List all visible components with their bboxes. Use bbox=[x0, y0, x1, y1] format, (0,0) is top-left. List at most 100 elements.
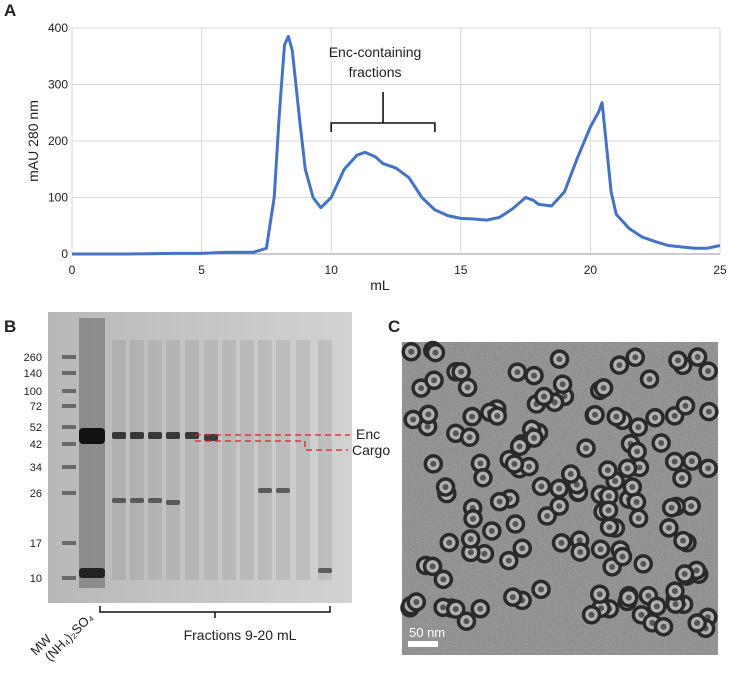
particle-core bbox=[573, 481, 580, 488]
particle-core bbox=[413, 599, 420, 606]
particle-core bbox=[418, 385, 425, 392]
tem-image bbox=[400, 340, 719, 655]
particle-core bbox=[688, 458, 695, 465]
particle-core bbox=[531, 435, 538, 442]
lane-band bbox=[148, 498, 162, 503]
lane-band bbox=[148, 432, 162, 439]
marker-label: 140 bbox=[24, 368, 42, 380]
annotation-bracket bbox=[330, 92, 436, 132]
lane-smear bbox=[240, 340, 254, 580]
band-label: Enc bbox=[356, 426, 380, 442]
particle-core bbox=[613, 413, 620, 420]
lane-band bbox=[79, 428, 105, 444]
ladder-band bbox=[62, 491, 76, 495]
particle-core bbox=[452, 430, 459, 437]
particle-core bbox=[488, 528, 495, 535]
particle-core bbox=[597, 546, 604, 553]
particle-core bbox=[551, 399, 558, 406]
particle-core bbox=[600, 384, 607, 391]
particle-core bbox=[592, 411, 599, 418]
particle-core bbox=[645, 592, 652, 599]
lane-band bbox=[112, 498, 126, 503]
marker-label: 100 bbox=[24, 386, 42, 398]
x-tick-label: 25 bbox=[713, 263, 727, 277]
particle-core bbox=[431, 377, 438, 384]
particle-core bbox=[625, 594, 632, 601]
y-tick-label: 0 bbox=[61, 247, 68, 261]
particle-core bbox=[481, 550, 488, 557]
particle-core bbox=[671, 588, 678, 595]
x-tick-label: 10 bbox=[325, 263, 339, 277]
particle-core bbox=[576, 537, 583, 544]
particle-core bbox=[653, 603, 660, 610]
panel-label: C bbox=[388, 317, 400, 336]
lane-smear bbox=[204, 340, 218, 580]
particle-core bbox=[440, 576, 447, 583]
particle-core bbox=[633, 498, 640, 505]
particle-core bbox=[671, 458, 678, 465]
particle-core bbox=[638, 611, 645, 618]
ladder-band bbox=[62, 371, 76, 375]
particle-core bbox=[705, 368, 712, 375]
lane-smear bbox=[185, 340, 199, 580]
particle-core bbox=[558, 539, 565, 546]
particle-core bbox=[458, 368, 465, 375]
particle-core bbox=[632, 354, 639, 361]
x-tick-label: 0 bbox=[69, 263, 76, 277]
particle-core bbox=[672, 601, 679, 608]
particle-core bbox=[511, 460, 518, 467]
y-tick-label: 200 bbox=[48, 134, 68, 148]
particle-core bbox=[588, 611, 595, 618]
lane-smear bbox=[166, 340, 180, 580]
band-guide bbox=[195, 434, 350, 451]
x-tick-label: 20 bbox=[584, 263, 598, 277]
particle-core bbox=[494, 413, 501, 420]
marker-label: 34 bbox=[30, 462, 42, 474]
lane-smear bbox=[148, 340, 162, 580]
particle-core bbox=[424, 423, 431, 430]
x-axis-label: mL bbox=[370, 277, 390, 293]
lane-band bbox=[166, 500, 180, 505]
fractions-label: Fractions 9-20 mL bbox=[184, 627, 297, 643]
lane-smear bbox=[130, 340, 144, 580]
particle-core bbox=[541, 393, 548, 400]
particle-core bbox=[509, 594, 516, 601]
particle-core bbox=[519, 545, 526, 552]
particle-core bbox=[526, 463, 533, 470]
y-tick-label: 100 bbox=[48, 191, 68, 205]
particle-core bbox=[466, 434, 473, 441]
lane-smear bbox=[276, 340, 290, 580]
particle-core bbox=[671, 412, 678, 419]
particle-core bbox=[556, 356, 563, 363]
particle-core bbox=[649, 619, 656, 626]
particle-core bbox=[464, 384, 471, 391]
lane-smear bbox=[79, 318, 105, 588]
lane-band bbox=[166, 432, 180, 439]
line bbox=[72, 35, 721, 256]
band-label: Cargo bbox=[352, 442, 390, 458]
marker-label: 26 bbox=[30, 488, 42, 500]
particle-core bbox=[410, 416, 417, 423]
particle-core bbox=[693, 567, 700, 574]
particle-core bbox=[605, 507, 612, 514]
particle-core bbox=[616, 362, 623, 369]
lane-smear bbox=[258, 340, 272, 580]
particle-core bbox=[577, 549, 584, 556]
particle-core bbox=[640, 560, 647, 567]
particle-core bbox=[705, 408, 712, 415]
lane-band bbox=[130, 432, 144, 439]
particle-core bbox=[694, 620, 701, 627]
gel-image bbox=[48, 312, 352, 603]
lane-band bbox=[130, 498, 144, 503]
ladder-band bbox=[62, 576, 76, 580]
ladder-band bbox=[62, 465, 76, 469]
particle-core bbox=[678, 475, 685, 482]
particle-core bbox=[556, 485, 563, 492]
particle-core bbox=[538, 483, 545, 490]
particle-core bbox=[496, 498, 503, 505]
particle-core bbox=[408, 348, 415, 355]
particle-core bbox=[477, 460, 484, 467]
y-tick-label: 300 bbox=[48, 78, 68, 92]
particle-core bbox=[463, 618, 470, 625]
